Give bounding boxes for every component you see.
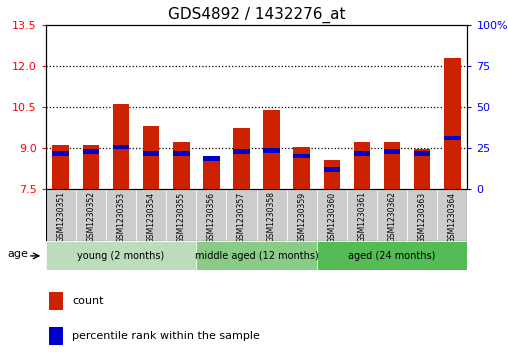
- Text: GSM1230363: GSM1230363: [418, 191, 427, 242]
- Bar: [106, 189, 136, 241]
- Bar: [384, 149, 400, 154]
- Bar: [203, 160, 219, 189]
- Bar: [136, 189, 166, 241]
- Text: count: count: [72, 296, 104, 306]
- Bar: [377, 189, 407, 241]
- Bar: [384, 143, 400, 189]
- Text: GSM1230360: GSM1230360: [327, 191, 336, 242]
- Text: GSM1230364: GSM1230364: [448, 191, 457, 242]
- Text: GSM1230356: GSM1230356: [207, 191, 216, 242]
- Bar: [324, 160, 340, 189]
- Bar: [317, 241, 467, 270]
- Text: GSM1230362: GSM1230362: [388, 191, 397, 242]
- Bar: [46, 189, 76, 241]
- Bar: [354, 143, 370, 189]
- Bar: [444, 136, 461, 140]
- Text: percentile rank within the sample: percentile rank within the sample: [72, 331, 260, 341]
- Bar: [233, 149, 250, 154]
- Bar: [317, 189, 347, 241]
- Bar: [76, 189, 106, 241]
- Bar: [294, 147, 310, 189]
- Text: aged (24 months): aged (24 months): [348, 251, 436, 261]
- Bar: [196, 189, 227, 241]
- Bar: [173, 151, 189, 156]
- Text: GSM1230352: GSM1230352: [86, 191, 96, 242]
- Bar: [407, 189, 437, 241]
- Text: GSM1230353: GSM1230353: [116, 191, 125, 242]
- Bar: [233, 127, 250, 189]
- Bar: [52, 145, 69, 189]
- Bar: [46, 241, 196, 270]
- Bar: [143, 126, 160, 189]
- Text: GSM1230355: GSM1230355: [177, 191, 186, 242]
- Bar: [49, 292, 64, 310]
- Text: age: age: [8, 249, 28, 260]
- Text: young (2 months): young (2 months): [77, 251, 165, 261]
- Text: GSM1230354: GSM1230354: [147, 191, 155, 242]
- Bar: [83, 149, 99, 154]
- Bar: [354, 151, 370, 156]
- Bar: [143, 151, 160, 156]
- Text: GSM1230361: GSM1230361: [358, 191, 366, 242]
- Bar: [324, 167, 340, 172]
- Bar: [113, 105, 130, 189]
- Bar: [203, 156, 219, 161]
- Bar: [294, 154, 310, 158]
- Bar: [414, 149, 430, 189]
- Bar: [196, 241, 317, 270]
- Bar: [49, 327, 64, 345]
- Bar: [83, 145, 99, 189]
- Bar: [113, 145, 130, 149]
- Text: GSM1230351: GSM1230351: [56, 191, 66, 242]
- Bar: [227, 189, 257, 241]
- Text: GSM1230358: GSM1230358: [267, 191, 276, 242]
- Bar: [347, 189, 377, 241]
- Text: GSM1230359: GSM1230359: [297, 191, 306, 242]
- Bar: [166, 189, 196, 241]
- Bar: [414, 151, 430, 156]
- Text: GSM1230357: GSM1230357: [237, 191, 246, 242]
- Bar: [263, 148, 280, 153]
- Text: middle aged (12 months): middle aged (12 months): [195, 251, 319, 261]
- Bar: [287, 189, 317, 241]
- Bar: [257, 189, 287, 241]
- Bar: [437, 189, 467, 241]
- Title: GDS4892 / 1432276_at: GDS4892 / 1432276_at: [168, 7, 345, 23]
- Bar: [263, 110, 280, 189]
- Bar: [173, 143, 189, 189]
- Bar: [52, 151, 69, 156]
- Bar: [444, 58, 461, 189]
